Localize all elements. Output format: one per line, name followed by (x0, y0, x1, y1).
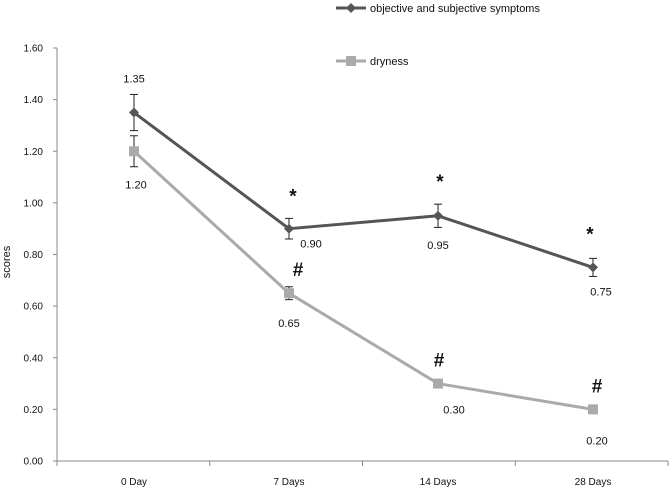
significance-marker: * (289, 187, 297, 208)
data-label: 0.20 (586, 435, 607, 447)
y-tick-label: 0.80 (24, 250, 44, 261)
data-label: 1.20 (125, 179, 146, 191)
data-point (284, 223, 294, 234)
data-label: 0.75 (590, 286, 611, 298)
y-tick-label: 0.00 (24, 457, 44, 468)
series-layer: 1.35 0.90 0.95 0.75 * * * 1.20 0.65 0.30 0.20 # # # (123, 74, 611, 448)
x-tick-label: 0 Day (121, 477, 147, 488)
significance-marker: # (293, 260, 304, 281)
data-point (433, 378, 443, 389)
legend-entry: objective and subjective symptoms (336, 3, 540, 15)
y-tick-label: 0.60 (24, 302, 44, 313)
y-tick-label: 1.20 (24, 147, 44, 158)
y-tick-label: 0.20 (24, 405, 44, 416)
series-0: 1.35 0.90 0.95 0.75 * * * (123, 74, 611, 299)
axes: 0.00 0.20 0.40 0.60 0.80 1.00 1.20 1.40 1.60 0 Da… (24, 44, 669, 488)
significance-marker: * (586, 224, 594, 245)
x-tick-label: 14 Days (420, 477, 457, 488)
significance-marker: # (434, 351, 445, 372)
legend-marker (346, 56, 356, 66)
data-point (129, 107, 139, 118)
legend-label: dryness (370, 56, 409, 68)
y-axis-title: scores (1, 245, 13, 278)
legend-label: objective and subjective symptoms (370, 3, 540, 15)
significance-marker: # (592, 376, 603, 397)
legend: objective and subjective symptoms dryness (336, 3, 540, 68)
data-label: 0.90 (300, 239, 321, 251)
series-1: 1.20 0.65 0.30 0.20 # # # (125, 135, 608, 447)
x-tick-label: 28 Days (575, 477, 612, 488)
legend-entry: dryness (336, 56, 409, 68)
data-label: 1.35 (123, 74, 144, 86)
data-point (588, 262, 598, 273)
data-label: 0.65 (278, 318, 299, 330)
data-point (433, 210, 443, 221)
series-line (133, 111, 594, 269)
x-tick-label: 7 Days (273, 477, 304, 488)
legend-marker (346, 3, 356, 13)
series-line (132, 150, 594, 411)
data-point (284, 288, 294, 299)
y-tick-label: 1.00 (24, 198, 44, 209)
data-point (129, 146, 139, 157)
y-tick-label: 1.60 (24, 44, 44, 55)
y-tick-label: 1.40 (24, 95, 44, 106)
y-tick-label: 0.40 (24, 353, 44, 364)
significance-marker: * (436, 172, 444, 193)
data-label: 0.30 (443, 405, 464, 417)
data-point (588, 404, 598, 415)
data-label: 0.95 (427, 240, 448, 252)
